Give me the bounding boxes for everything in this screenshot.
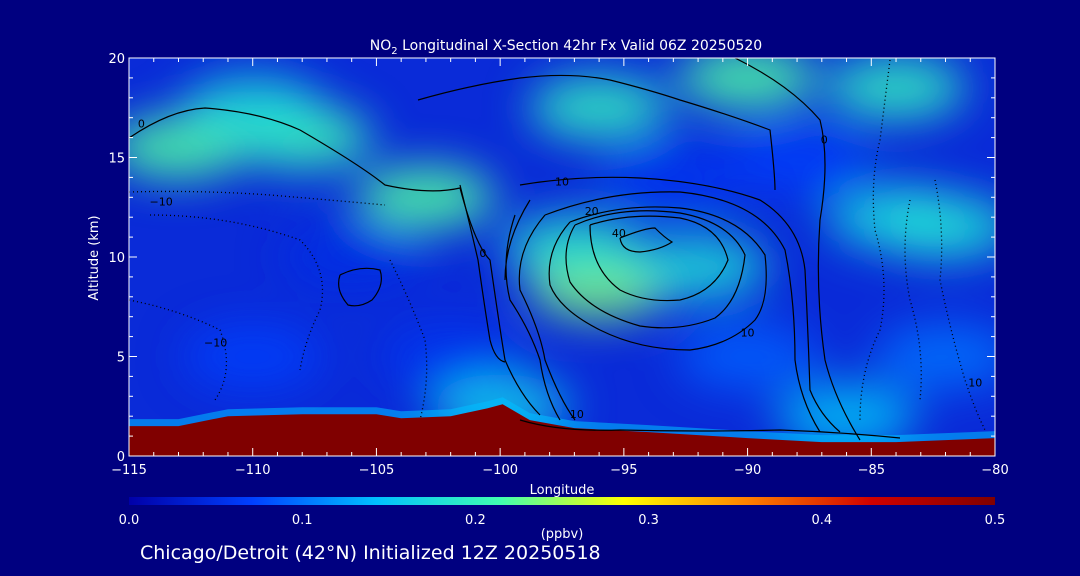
contour-solid-zero-outer	[417, 74, 776, 191]
colorbar: 0.0 0.1 0.2 0.3 0.4 0.5 (ppbv)	[119, 497, 1006, 542]
x-tick-label-7: −80	[981, 463, 1008, 478]
contour-lines	[129, 58, 901, 441]
colorbar-units: (ppbv)	[541, 527, 584, 542]
contour-solid-20-outer	[518, 191, 821, 433]
y-tick-label-4: 20	[108, 52, 125, 67]
x-tick-label-3: −100	[482, 463, 518, 478]
y-tick-label-0: 0	[117, 450, 125, 465]
contour-solid-inner-south	[504, 199, 561, 421]
field-patch-5	[826, 58, 967, 120]
contour-label-10: 10	[968, 376, 982, 389]
x-tick-label-0: −115	[111, 463, 147, 478]
contour-solid-50	[619, 227, 674, 253]
contour-solid-30	[565, 210, 746, 329]
contour-label-1: −10	[150, 195, 173, 208]
colorbar-strip	[129, 497, 995, 505]
contour-dotted-west-lower	[129, 299, 228, 401]
field-patch-3	[182, 75, 323, 140]
contour-solid-small-west	[338, 267, 382, 307]
colorbar-tick-label-0: 0.0	[119, 513, 140, 528]
contour-solid-col-1	[459, 184, 506, 363]
contour-solid-40	[589, 215, 729, 302]
footer-caption: Chicago/Detroit (42°N) Initialized 12Z 2…	[140, 542, 601, 564]
chart-title: NO2 Longitudinal X-Section 42hr Fx Valid…	[370, 38, 762, 57]
field-blobs	[129, 58, 995, 449]
field-patch-14	[727, 129, 868, 194]
colorbar-tick-label-4: 0.4	[811, 513, 832, 528]
x-axis-ticks: −115 −110 −105 −100 −95 −90 −85 −80	[111, 58, 1009, 478]
colorbar-tick-label-3: 0.3	[638, 513, 659, 528]
y-tick-label-2: 10	[108, 251, 125, 266]
field-patch-12	[281, 225, 422, 289]
field-patch-11	[875, 195, 995, 260]
contour-dotted	[129, 59, 986, 431]
surface-layer	[129, 404, 995, 456]
contour-label-9: 10	[570, 408, 584, 421]
colorbar-tick-label-5: 0.5	[985, 513, 1006, 528]
field-patch-9	[628, 234, 769, 299]
contour-solid-10	[519, 176, 841, 433]
contour-solid-surface	[519, 419, 901, 439]
field-patch-8	[504, 215, 645, 280]
contour-label-6: 0	[479, 247, 486, 260]
contour-label-4: 20	[585, 205, 599, 218]
contour-solid-zero-west	[129, 107, 541, 416]
y-tick-label-3: 15	[108, 152, 125, 167]
colorbar-tick-label-2: 0.2	[465, 513, 486, 528]
contour-labels: 0 −10 −10 10 20 40 0 0 10 10 10	[138, 118, 982, 422]
x-tick-label-5: −90	[734, 463, 761, 478]
contour-label-0: 0	[138, 118, 145, 131]
field-patch-4	[677, 58, 818, 110]
y-axis-label: Altitude (km)	[87, 215, 102, 300]
field-patch-2	[355, 165, 496, 230]
x-tick-label-6: −85	[858, 463, 885, 478]
contour-label-8: 10	[741, 327, 755, 340]
field-patch-18	[875, 324, 995, 389]
contour-dotted-east-3	[904, 199, 922, 401]
contour-label-7: 0	[821, 134, 828, 147]
colorbar-ticks: 0.0 0.1 0.2 0.3 0.4 0.5	[119, 513, 1006, 528]
field-patch-6	[529, 75, 670, 140]
contour-solid-zero-east	[734, 58, 861, 441]
x-axis-label: Longitude	[530, 483, 595, 498]
colorbar-tick-label-1: 0.1	[292, 513, 313, 528]
x-tick-label-2: −105	[359, 463, 395, 478]
x-tick-label-1: −110	[235, 463, 271, 478]
field-patch-16	[380, 324, 521, 389]
y-axis-ticks: 0 5 10 15 20	[108, 52, 995, 465]
field-patch-15	[182, 324, 323, 389]
y-tick-label-1: 5	[117, 351, 125, 366]
plot-area: 0 −10 −10 10 20 40 0 0 10 10 10	[129, 58, 995, 456]
field-patch-17	[677, 324, 818, 389]
contour-solid-20	[548, 206, 767, 351]
x-tick-label-4: −95	[610, 463, 637, 478]
contour-label-2: −10	[204, 337, 227, 350]
contour-label-3: 10	[555, 175, 569, 188]
contour-dotted-west-upper	[129, 190, 386, 206]
contour-dotted-west-mid	[149, 214, 324, 371]
contour-label-5: 40	[612, 227, 626, 240]
